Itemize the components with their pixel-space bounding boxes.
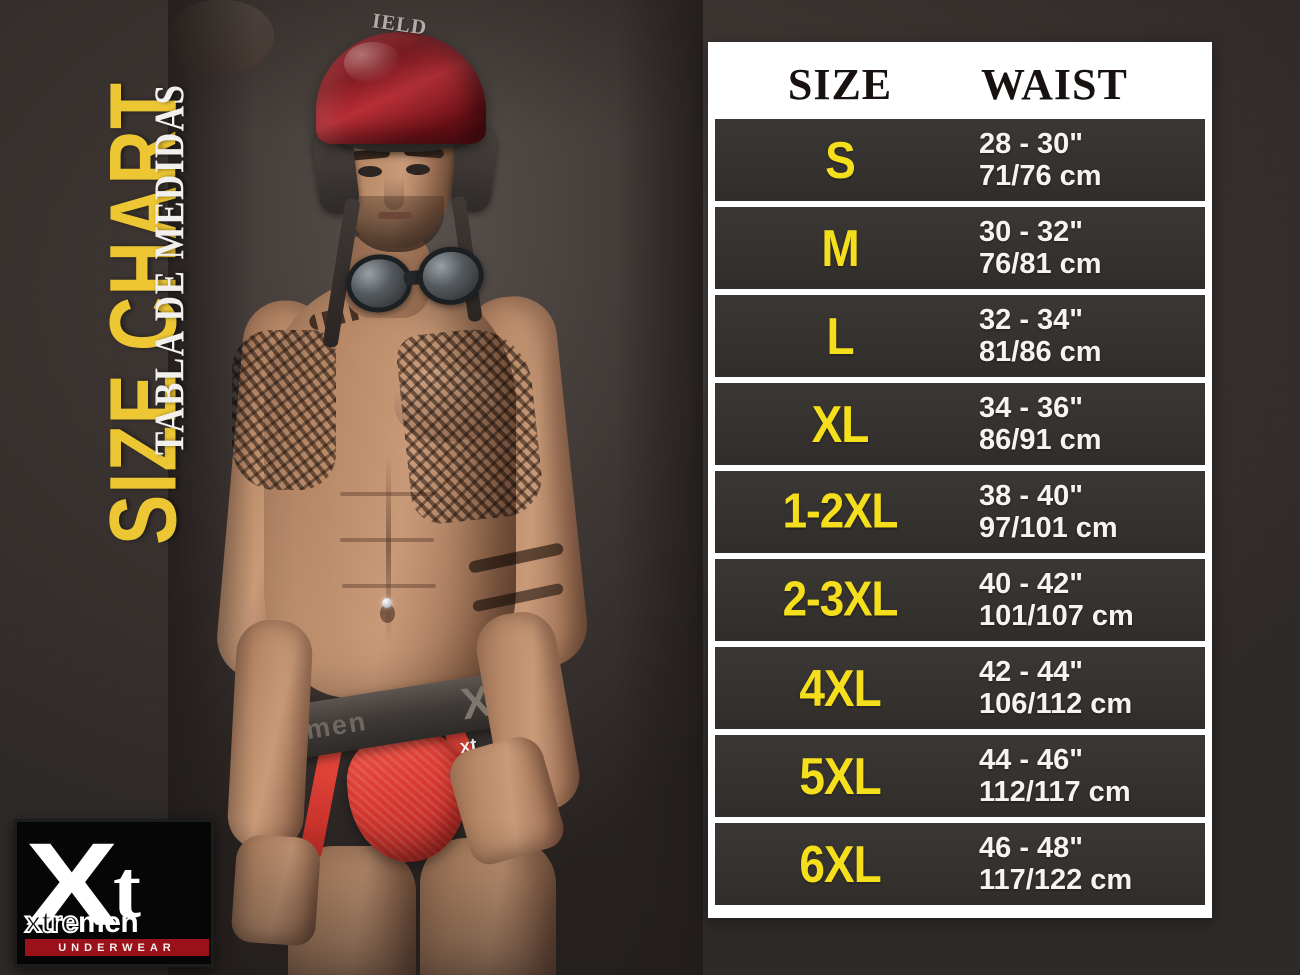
waist-centimeters: 86/91 cm [979,424,1102,456]
waist-centimeters: 81/86 cm [979,336,1102,368]
cell-waist: 38 - 40" 97/101 cm [965,480,1205,545]
cell-waist: 32 - 34" 81/86 cm [965,304,1205,369]
table-body: S 28 - 30" 71/76 cm M 30 - 32" 76/81 cm L 32 - … [715,119,1205,905]
logo-word-part2: men [78,906,139,939]
size-table: SIZE WAIST S 28 - 30" 71/76 cm M 30 - 32" 76/… [708,42,1212,918]
photo-vignette [168,0,703,975]
waist-inches: 40 - 42" [979,567,1084,600]
cell-size: XL [811,394,870,454]
waist-inches: 28 - 30" [979,127,1084,160]
table-row: L 32 - 34" 81/86 cm [715,295,1205,377]
brand-logo: X t xtremen UNDERWEAR [14,819,214,967]
cell-waist: 44 - 46" 112/117 cm [965,744,1205,809]
cell-waist: 46 - 48" 117/122 cm [965,832,1205,897]
cell-size: L [826,306,854,366]
cell-size: 6XL [799,834,881,894]
table-row: 5XL 44 - 46" 112/117 cm [715,735,1205,817]
logo-tagline-bar: UNDERWEAR [25,939,209,956]
column-header-waist: WAIST [981,59,1128,109]
waist-inches: 46 - 48" [979,831,1084,864]
table-row: 1-2XL 38 - 40" 97/101 cm [715,471,1205,553]
waist-centimeters: 97/101 cm [979,512,1118,544]
table-row: XL 34 - 36" 86/91 cm [715,383,1205,465]
cell-size: S [825,130,856,190]
waist-inches: 38 - 40" [979,479,1084,512]
waist-inches: 30 - 32" [979,215,1084,248]
cell-waist: 28 - 30" 71/76 cm [965,128,1205,193]
cell-waist: 40 - 42" 101/107 cm [965,568,1205,633]
logo-tagline: UNDERWEAR [58,941,176,954]
logo-t-glyph: t [113,843,141,936]
waist-centimeters: 76/81 cm [979,248,1102,280]
model-photo: IELD xt emen X [168,0,703,975]
waist-inches: 42 - 44" [979,655,1084,688]
page-subtitle: TABLA DE MEDIDAS [145,83,194,455]
cell-waist: 34 - 36" 86/91 cm [965,392,1205,457]
logo-word-part1: xtre [24,906,80,939]
logo-x-glyph: X [25,819,119,950]
waist-inches: 32 - 34" [979,303,1084,336]
table-header-row: SIZE WAIST [715,49,1205,119]
logo-wordmark: xtremen [24,906,209,939]
table-row: 2-3XL 40 - 42" 101/107 cm [715,559,1205,641]
waist-inches: 44 - 46" [979,743,1084,776]
waist-centimeters: 117/122 cm [979,864,1133,896]
table-row: M 30 - 32" 76/81 cm [715,207,1205,289]
waist-centimeters: 71/76 cm [979,160,1102,192]
waist-centimeters: 106/112 cm [979,688,1133,720]
column-header-size: SIZE [787,59,893,109]
waist-centimeters: 101/107 cm [979,600,1134,632]
cell-size: 2-3XL [782,572,899,627]
cell-waist: 42 - 44" 106/112 cm [965,656,1205,721]
table-row: S 28 - 30" 71/76 cm [715,119,1205,201]
cell-size: 4XL [799,658,881,718]
waist-centimeters: 112/117 cm [979,776,1131,808]
table-row: 4XL 42 - 44" 106/112 cm [715,647,1205,729]
table-row: 6XL 46 - 48" 117/122 cm [715,823,1205,905]
cell-size: M [821,218,859,278]
cell-size: 5XL [799,746,881,806]
cell-size: 1-2XL [782,484,899,539]
cell-waist: 30 - 32" 76/81 cm [965,216,1205,281]
waist-inches: 34 - 36" [979,391,1084,424]
